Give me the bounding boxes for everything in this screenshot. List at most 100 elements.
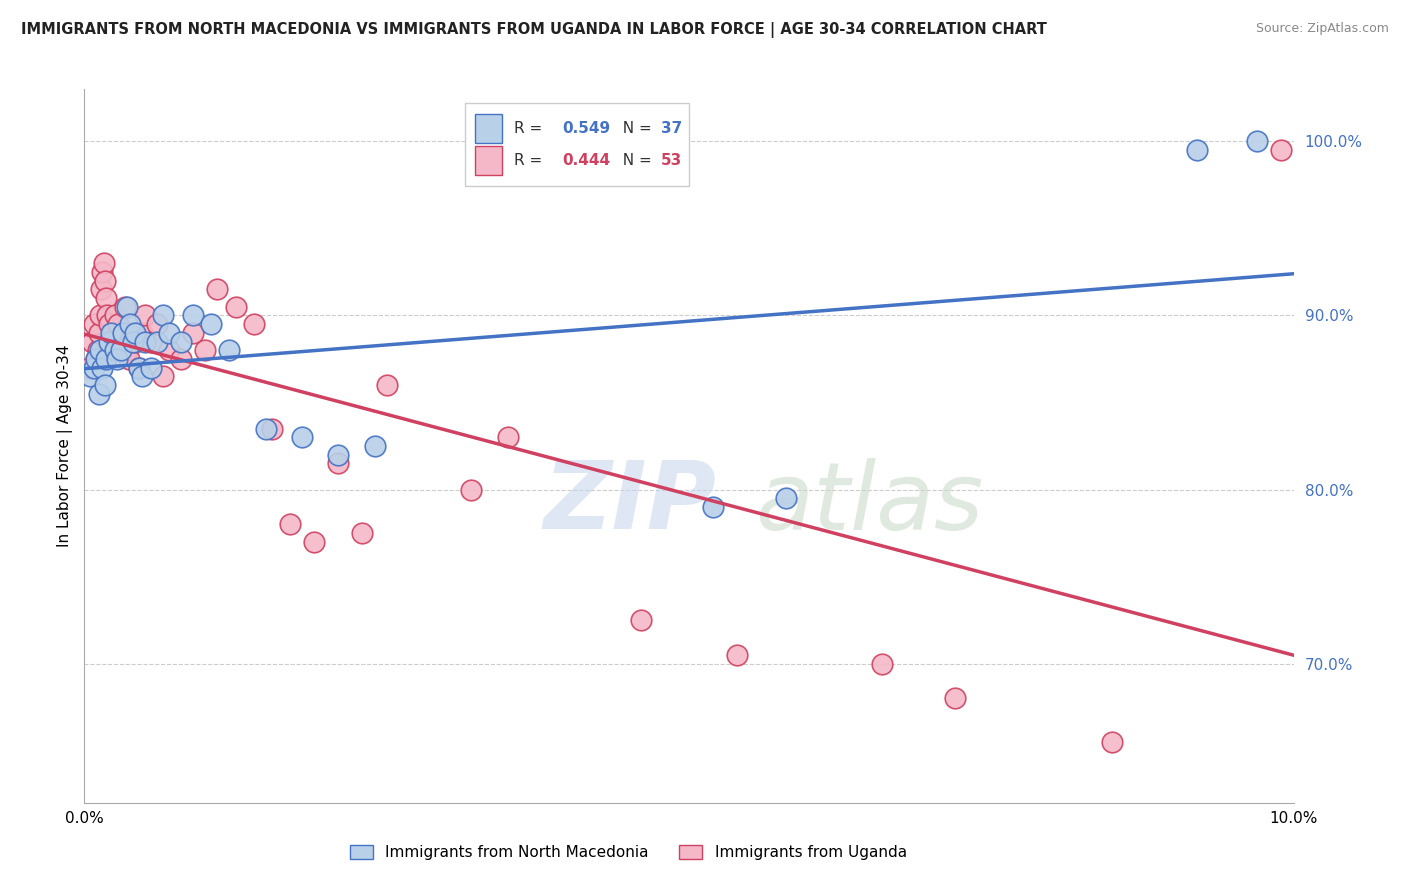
Point [89, 343, 111, 358]
Point [94, 378, 117, 392]
FancyBboxPatch shape [475, 114, 502, 143]
Point [131, 369, 153, 384]
Point [170, 334, 193, 349]
Point [101, 326, 124, 340]
Point [157, 326, 180, 340]
Point [83, 360, 105, 375]
Point [114, 300, 136, 314]
Point [496, 430, 519, 444]
Text: N =: N = [613, 153, 657, 168]
Point [194, 343, 217, 358]
Text: IMMIGRANTS FROM NORTH MACEDONIA VS IMMIGRANTS FROM UGANDA IN LABOR FORCE | AGE 3: IMMIGRANTS FROM NORTH MACEDONIA VS IMMIG… [21, 22, 1047, 38]
Point [104, 343, 127, 358]
Point [181, 326, 204, 340]
Point [115, 300, 138, 314]
Point [278, 517, 301, 532]
Point [93, 256, 115, 270]
Point [94, 351, 117, 366]
Point [90, 282, 112, 296]
Point [79, 369, 101, 384]
Point [110, 343, 132, 358]
Point [87, 326, 110, 340]
Point [146, 317, 169, 331]
Point [104, 309, 127, 323]
Point [152, 309, 174, 323]
Point [363, 439, 385, 453]
Text: 37: 37 [661, 121, 682, 136]
Point [107, 317, 129, 331]
Point [328, 457, 350, 471]
Point [128, 360, 150, 375]
Point [118, 351, 141, 366]
Y-axis label: In Labor Force | Age 30-34: In Labor Force | Age 30-34 [58, 344, 73, 548]
Point [86, 351, 108, 366]
Point [112, 326, 135, 340]
Point [100, 343, 122, 358]
Point [91, 360, 114, 375]
Point [121, 334, 143, 349]
Point [87, 386, 110, 401]
Point [225, 300, 247, 314]
Point [124, 326, 146, 340]
Point [302, 534, 325, 549]
Point [94, 291, 117, 305]
FancyBboxPatch shape [465, 103, 689, 186]
Point [83, 317, 105, 331]
Point [131, 326, 153, 340]
Point [96, 309, 118, 323]
Point [77, 360, 100, 375]
Legend: Immigrants from North Macedonia, Immigrants from Uganda: Immigrants from North Macedonia, Immigra… [344, 839, 912, 866]
Text: ZIP: ZIP [544, 457, 717, 549]
Point [120, 317, 142, 331]
Point [702, 500, 724, 514]
Point [139, 334, 162, 349]
Point [86, 343, 108, 358]
Text: N =: N = [613, 121, 657, 136]
Point [105, 334, 128, 349]
Point [943, 691, 966, 706]
Point [775, 491, 797, 506]
Point [218, 343, 240, 358]
Point [157, 343, 180, 358]
Point [152, 369, 174, 384]
Text: atlas: atlas [755, 458, 984, 549]
Point [110, 343, 132, 358]
Point [115, 343, 138, 358]
Point [134, 309, 156, 323]
Point [134, 334, 156, 349]
Point [254, 421, 277, 435]
Point [112, 326, 135, 340]
Point [1101, 735, 1123, 749]
Point [207, 282, 229, 296]
Point [328, 448, 350, 462]
Point [200, 317, 222, 331]
Point [89, 309, 111, 323]
Point [1270, 143, 1292, 157]
Point [80, 334, 103, 349]
Point [1185, 143, 1208, 157]
Text: 0.549: 0.549 [562, 121, 610, 136]
Text: 0.444: 0.444 [562, 153, 610, 168]
Text: 53: 53 [661, 153, 682, 168]
Point [725, 648, 748, 662]
Point [375, 378, 398, 392]
Point [105, 351, 128, 366]
Point [124, 334, 146, 349]
Point [1246, 135, 1268, 149]
Point [91, 265, 114, 279]
Point [170, 351, 193, 366]
Point [121, 326, 143, 340]
Point [352, 526, 374, 541]
Point [460, 483, 482, 497]
Point [181, 309, 204, 323]
Point [260, 421, 283, 435]
Point [291, 430, 314, 444]
FancyBboxPatch shape [475, 146, 502, 175]
Point [94, 274, 117, 288]
Point [630, 613, 652, 627]
Point [242, 317, 264, 331]
Point [128, 360, 150, 375]
Point [146, 334, 169, 349]
Text: R =: R = [513, 153, 547, 168]
Point [100, 326, 122, 340]
